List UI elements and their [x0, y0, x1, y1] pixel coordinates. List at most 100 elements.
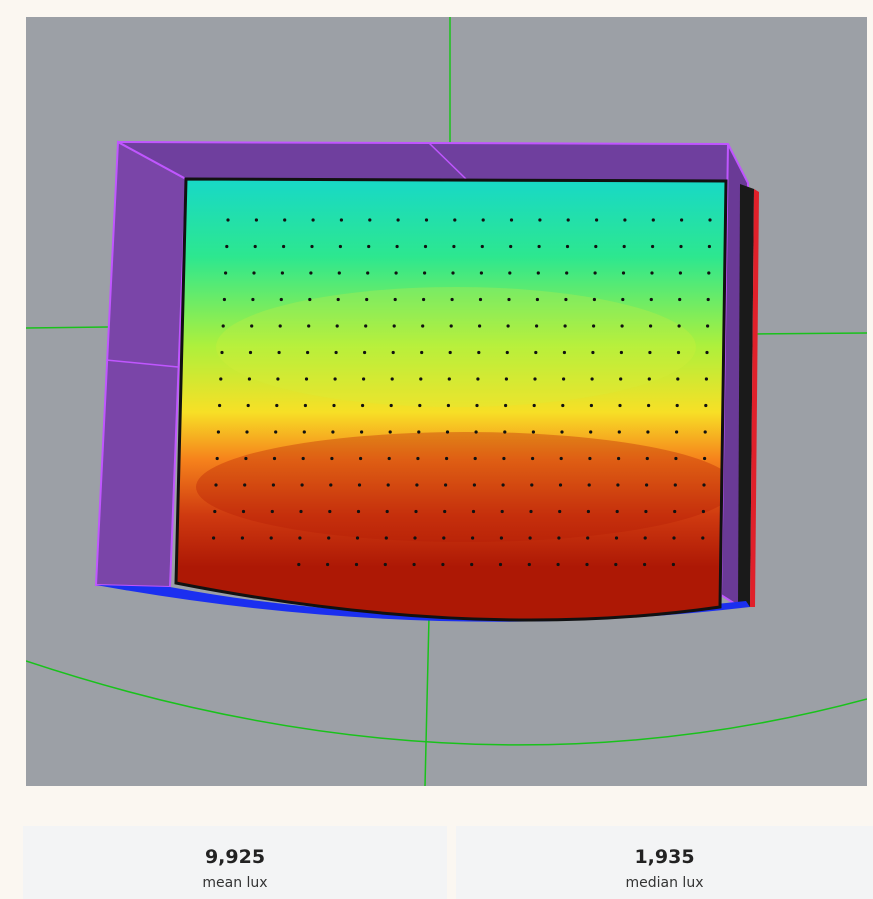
sensor-point [253, 244, 257, 249]
sensor-point [671, 562, 676, 567]
sensor-point [650, 271, 654, 275]
sensor-point [647, 377, 651, 381]
sensor-point [339, 218, 343, 222]
sensor-point [310, 244, 314, 249]
sensor-point [419, 377, 423, 381]
sensor-point [649, 324, 653, 328]
sensor-point [619, 377, 623, 381]
sensor-point [241, 509, 246, 514]
sensor-point [283, 218, 287, 222]
sensor-point [562, 350, 567, 355]
sensor-point [706, 297, 710, 302]
sensor-point [384, 536, 388, 540]
sensor-point [502, 456, 506, 461]
sensor-point [674, 456, 678, 461]
sensor-point [334, 350, 338, 355]
sensor-point [702, 483, 706, 487]
sensor-point [361, 403, 365, 408]
sensor-point [643, 562, 647, 567]
sensor-point [355, 536, 360, 540]
sensor-point [251, 297, 255, 302]
sensor-point [422, 297, 426, 302]
sensor-point [222, 297, 226, 302]
sensor-point [535, 297, 539, 302]
sensor-point [619, 350, 624, 355]
sensor-point [499, 536, 503, 540]
sensor-point [535, 324, 539, 328]
sensor-point [421, 324, 425, 328]
sensor-point [392, 324, 396, 328]
sensor-point [252, 271, 256, 275]
sensor-point [367, 244, 371, 249]
sensor-point [451, 271, 455, 275]
sensor-point [538, 218, 542, 222]
sensor-point [303, 403, 307, 408]
3d-viewport[interactable] [26, 17, 867, 786]
sensor-point [592, 324, 596, 328]
sensor-point [450, 297, 454, 302]
sensor-point [533, 377, 537, 381]
sensor-point [452, 244, 456, 249]
sensor-point [423, 271, 427, 275]
sensor-point [479, 271, 483, 275]
sensor-point [304, 377, 309, 381]
sensor-point [678, 271, 683, 275]
sensor-point [673, 509, 677, 514]
sensor-point [386, 483, 390, 487]
back-wall-seam [428, 142, 467, 180]
sensor-point [530, 483, 534, 487]
sensor-point [561, 403, 565, 408]
sensor-point [587, 483, 591, 487]
sensor-point [277, 350, 281, 355]
sensor-point [507, 297, 511, 302]
sensor-point [589, 430, 593, 434]
mean-lux-label: mean lux [202, 875, 268, 891]
sensor-point [306, 350, 310, 355]
sensor-point [278, 324, 282, 328]
sensor-point [527, 562, 531, 567]
sensor-point [301, 456, 305, 461]
axis-line-vertical-lower [424, 616, 430, 786]
mean-lux-value: 9,925 [204, 846, 266, 868]
sensor-point [529, 509, 533, 514]
scene-canvas[interactable] [26, 17, 867, 786]
sensor-point [413, 536, 417, 540]
sensor-point [225, 244, 229, 249]
sensor-point [219, 377, 223, 381]
sensor-point [449, 324, 453, 328]
sensor-point [356, 509, 361, 514]
sensor-point [470, 562, 474, 567]
sensor-point [298, 536, 302, 540]
sensor-point [565, 271, 569, 275]
sensor-point [677, 324, 681, 328]
sensor-point [276, 377, 280, 381]
sensor-point [704, 403, 708, 408]
side-accent [750, 189, 759, 607]
sensor-point [676, 377, 680, 381]
axis-line-horizontal-left [26, 326, 109, 329]
sensor-point [498, 562, 503, 567]
sensor-point [477, 350, 481, 355]
sensor-point [220, 350, 224, 355]
sensor-point [244, 456, 248, 461]
sensor-point [308, 297, 312, 302]
sensor-point [359, 456, 363, 461]
sensor-point [675, 403, 679, 408]
sensor-point [589, 403, 594, 408]
sensor-point [501, 483, 505, 487]
sensor-point [300, 483, 304, 487]
sensor-point [708, 218, 712, 222]
sensor-point [595, 218, 599, 222]
sensor-point [536, 271, 540, 275]
left-wall-seam [105, 359, 179, 368]
sensor-point [282, 244, 286, 249]
sensor-point [703, 456, 707, 461]
sensor-point [593, 271, 597, 275]
sensor-point [615, 509, 619, 514]
sensor-point [614, 536, 619, 540]
sensor-point [338, 244, 342, 249]
sensor-point [586, 536, 590, 540]
sensor-point [592, 297, 597, 302]
sensor-point [528, 536, 532, 540]
sensor-point [594, 244, 598, 249]
